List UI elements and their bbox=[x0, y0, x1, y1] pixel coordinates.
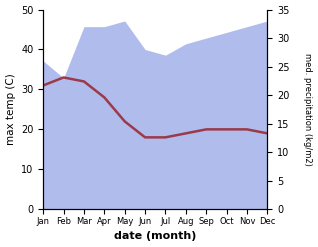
X-axis label: date (month): date (month) bbox=[114, 231, 197, 242]
Y-axis label: max temp (C): max temp (C) bbox=[5, 74, 16, 145]
Y-axis label: med. precipitation (kg/m2): med. precipitation (kg/m2) bbox=[303, 53, 313, 166]
